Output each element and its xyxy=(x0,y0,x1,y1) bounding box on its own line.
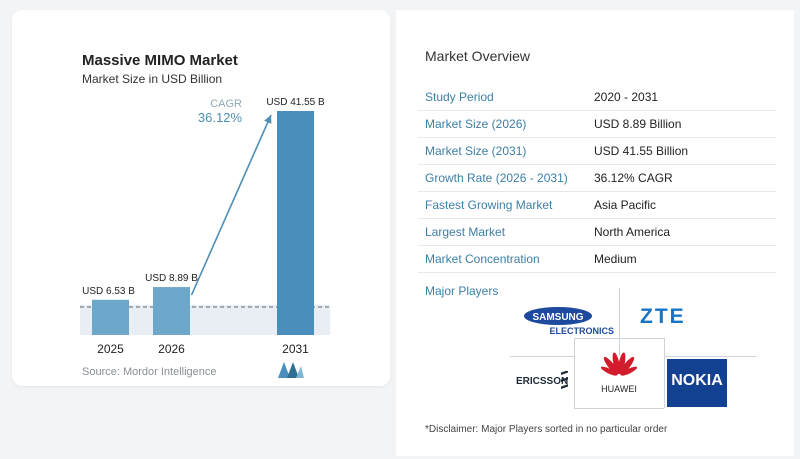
cagr-value: 36.12% xyxy=(198,110,243,125)
bars-group: USD 6.53 B 2025 USD 8.89 B 2026 USD 41.55 B 2… xyxy=(82,97,325,356)
value-label-2026: USD 8.89 B xyxy=(145,273,198,284)
row-key: Market Size (2026) xyxy=(425,117,527,131)
overview-row: Fastest Growing Market Asia Pacific xyxy=(418,192,776,219)
row-key: Largest Market xyxy=(425,225,506,239)
row-key: Study Period xyxy=(425,90,494,104)
bar-2025 xyxy=(92,299,129,335)
grid-divider xyxy=(619,288,620,356)
row-value: USD 41.55 Billion xyxy=(594,144,689,158)
overview-row: Market Size (2031) USD 41.55 Billion xyxy=(418,138,776,165)
overview-row: Growth Rate (2026 - 2031) 36.12% CAGR xyxy=(418,165,776,192)
row-key: Fastest Growing Market xyxy=(425,198,553,212)
zte-logo: ZTE xyxy=(640,305,686,328)
row-key: Market Concentration xyxy=(425,252,540,266)
category-label-2026: 2026 xyxy=(158,342,185,356)
value-label-2031: USD 41.55 B xyxy=(266,97,325,108)
category-label-2031: 2031 xyxy=(282,342,309,356)
row-key: Market Size (2031) xyxy=(425,144,527,158)
chart-title: Massive MIMO Market xyxy=(82,52,238,69)
row-value: Asia Pacific xyxy=(594,198,657,212)
overview-card xyxy=(396,10,794,456)
row-value: Medium xyxy=(594,252,637,266)
grid-divider xyxy=(510,356,574,357)
overview-row: Market Concentration Medium xyxy=(418,246,776,273)
disclaimer-text: *Disclaimer: Major Players sorted in no … xyxy=(425,424,668,435)
cagr-label: CAGR xyxy=(210,98,242,110)
samsung-wordmark: SAMSUNG xyxy=(532,312,583,323)
grid-divider xyxy=(574,338,575,408)
grid-divider xyxy=(574,338,664,339)
cagr-arrow-head xyxy=(264,115,272,124)
row-value: 36.12% CAGR xyxy=(594,171,673,185)
row-value: 2020 - 2031 xyxy=(594,90,659,104)
mordor-logo-icon xyxy=(278,362,304,378)
major-players-label: Major Players xyxy=(425,284,499,298)
grid-divider xyxy=(574,408,664,409)
samsung-ellipse-icon xyxy=(524,307,592,325)
bar-2026 xyxy=(153,287,190,335)
nokia-logo: NOKIA xyxy=(671,372,723,389)
grid-divider xyxy=(664,338,665,408)
overview-row: Market Size (2026) USD 8.89 Billion xyxy=(418,111,776,138)
huawei-flower-icon xyxy=(600,352,638,376)
overview-title: Market Overview xyxy=(425,48,531,64)
samsung-logo: SAMSUNG ELECTRONICS xyxy=(524,307,614,336)
row-key: Growth Rate (2026 - 2031) xyxy=(425,171,568,185)
bar-2031 xyxy=(277,111,314,335)
nokia-logo-box xyxy=(667,359,727,407)
cagr-arrow xyxy=(190,114,272,296)
row-value: North America xyxy=(594,225,671,239)
category-label-2025: 2025 xyxy=(97,342,124,356)
samsung-subtitle: ELECTRONICS xyxy=(549,326,614,336)
value-label-2025: USD 6.53 B xyxy=(82,286,135,297)
grid-divider xyxy=(664,356,756,357)
ericsson-logo: ERICSSON xyxy=(516,376,569,387)
chart-subtitle: Market Size in USD Billion xyxy=(82,72,223,86)
bar-chart: USD 6.53 B 2025 USD 8.89 B 2026 USD 41.55 B 2… xyxy=(80,97,330,356)
row-value: USD 8.89 Billion xyxy=(594,117,682,131)
source-text: Source: Mordor Intelligence xyxy=(82,366,217,378)
huawei-logo: HUAWEI xyxy=(601,384,637,394)
ericsson-mark-icon xyxy=(561,371,568,389)
overview-row: Largest Market North America xyxy=(418,219,776,246)
overview-row: Study Period 2020 - 2031 xyxy=(418,84,776,111)
